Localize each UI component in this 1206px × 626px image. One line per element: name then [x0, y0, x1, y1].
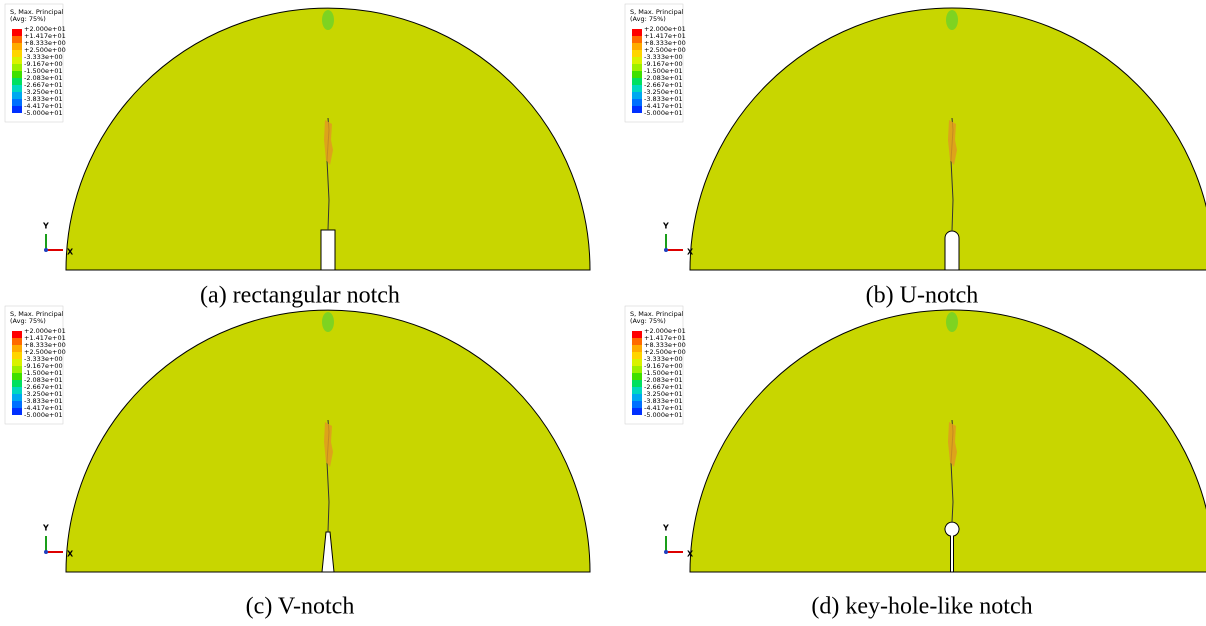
legend-value: -5.000e+01: [24, 109, 63, 117]
notch: [945, 231, 959, 270]
panel: S, Max. Principal(Avg: 75%)+2.000e+01+1.…: [5, 306, 590, 572]
notch: [321, 230, 335, 270]
z-dot: [664, 248, 668, 252]
legend-swatch: [632, 57, 642, 64]
x-axis-label: X: [67, 550, 74, 559]
top-spot: [946, 312, 958, 332]
x-axis-label: X: [687, 550, 694, 559]
model: [690, 8, 1206, 270]
legend-swatch: [632, 92, 642, 99]
model: [690, 310, 1206, 572]
model: [66, 310, 590, 572]
legend-swatch: [12, 78, 22, 85]
legend-subtitle: (Avg: 75%): [630, 317, 666, 325]
legend-swatch: [12, 43, 22, 50]
caption: (d) key-hole-like notch: [811, 594, 1032, 620]
z-dot: [664, 550, 668, 554]
legend-swatch: [12, 64, 22, 71]
legend-swatch: [632, 78, 642, 85]
legend-swatch: [632, 387, 642, 394]
x-axis-label: X: [687, 248, 694, 257]
legend-swatch: [632, 99, 642, 106]
figure: S, Max. Principal(Avg: 75%)+2.000e+01+1.…: [0, 0, 1206, 626]
legend-swatch: [12, 331, 22, 338]
legend-swatch: [632, 366, 642, 373]
caption: (b) U-notch: [866, 283, 979, 309]
panel: S, Max. Principal(Avg: 75%)+2.000e+01+1.…: [5, 4, 590, 270]
legend-swatch: [12, 408, 22, 415]
panel: S, Max. Principal(Avg: 75%)+2.000e+01+1.…: [625, 306, 1206, 572]
legend-swatch: [632, 50, 642, 57]
legend-swatch: [12, 401, 22, 408]
legend-swatch: [12, 387, 22, 394]
legend-swatch: [12, 359, 22, 366]
page: {"legend": {"title": "S, Max. Principal"…: [0, 0, 1206, 626]
legend-subtitle: (Avg: 75%): [10, 15, 46, 23]
legend-subtitle: (Avg: 75%): [630, 15, 666, 23]
legend-swatch: [632, 64, 642, 71]
legend-swatch: [632, 29, 642, 36]
semicircle: [690, 8, 1206, 270]
legend-swatch: [632, 85, 642, 92]
top-spot: [946, 10, 958, 30]
legend-swatch: [12, 394, 22, 401]
legend-swatch: [632, 338, 642, 345]
legend-swatch: [632, 352, 642, 359]
legend-swatch: [632, 380, 642, 387]
legend-value: -5.000e+01: [644, 411, 683, 419]
legend-subtitle: (Avg: 75%): [10, 317, 46, 325]
legend-swatch: [12, 380, 22, 387]
caption: (c) V-notch: [246, 594, 355, 620]
legend-value: -5.000e+01: [644, 109, 683, 117]
legend-swatch: [12, 99, 22, 106]
z-dot: [44, 248, 48, 252]
legend-swatch: [632, 373, 642, 380]
top-spot: [322, 312, 334, 332]
legend-swatch: [632, 345, 642, 352]
legend-swatch: [12, 29, 22, 36]
legend-swatch: [12, 57, 22, 64]
legend-swatch: [12, 366, 22, 373]
top-spot: [322, 10, 334, 30]
y-axis-label: Y: [42, 222, 49, 231]
legend-swatch: [12, 106, 22, 113]
caption: (a) rectangular notch: [200, 283, 400, 309]
legend-swatch: [12, 345, 22, 352]
y-axis-label: Y: [42, 524, 49, 533]
x-axis-label: X: [67, 248, 74, 257]
y-axis-label: Y: [662, 222, 669, 231]
legend-swatch: [12, 85, 22, 92]
legend-swatch: [12, 373, 22, 380]
legend-swatch: [632, 359, 642, 366]
legend-swatch: [632, 36, 642, 43]
legend-swatch: [12, 338, 22, 345]
legend-swatch: [632, 106, 642, 113]
legend-swatch: [12, 352, 22, 359]
legend-swatch: [12, 50, 22, 57]
legend-swatch: [12, 92, 22, 99]
panel: S, Max. Principal(Avg: 75%)+2.000e+01+1.…: [625, 4, 1206, 270]
legend-swatch: [632, 331, 642, 338]
legend-swatch: [12, 36, 22, 43]
legend-swatch: [632, 43, 642, 50]
legend-swatch: [632, 71, 642, 78]
legend-swatch: [632, 401, 642, 408]
legend-value: -5.000e+01: [24, 411, 63, 419]
legend-swatch: [632, 394, 642, 401]
model: [66, 8, 590, 270]
legend-swatch: [12, 71, 22, 78]
y-axis-label: Y: [662, 524, 669, 533]
z-dot: [44, 550, 48, 554]
legend-swatch: [632, 408, 642, 415]
